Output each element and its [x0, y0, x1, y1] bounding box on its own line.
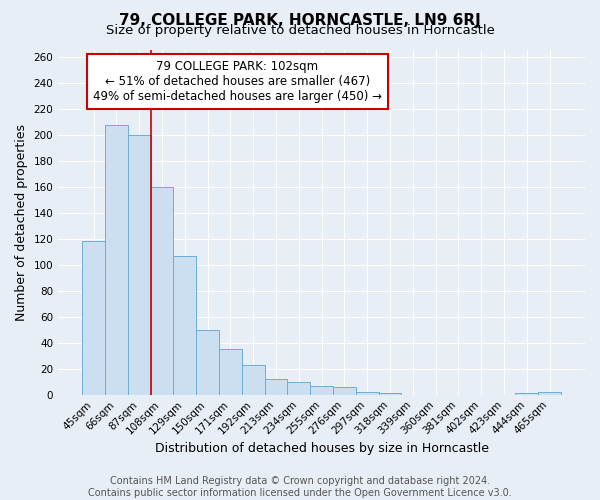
Bar	[242, 365, 265, 394]
Bar	[287, 382, 310, 394]
Bar	[265, 379, 287, 394]
Bar	[105, 126, 128, 394]
Bar	[82, 241, 105, 394]
Bar	[173, 256, 196, 394]
Text: Size of property relative to detached houses in Horncastle: Size of property relative to detached ho…	[106, 24, 494, 37]
Bar	[128, 134, 151, 394]
X-axis label: Distribution of detached houses by size in Horncastle: Distribution of detached houses by size …	[155, 442, 488, 455]
Text: 79 COLLEGE PARK: 102sqm
← 51% of detached houses are smaller (467)
49% of semi-d: 79 COLLEGE PARK: 102sqm ← 51% of detache…	[93, 60, 382, 104]
Bar	[219, 349, 242, 395]
Y-axis label: Number of detached properties: Number of detached properties	[15, 124, 28, 321]
Bar	[333, 387, 356, 394]
Bar	[151, 186, 173, 394]
Bar	[196, 330, 219, 394]
Bar	[310, 386, 333, 394]
Bar	[538, 392, 561, 394]
Text: 79, COLLEGE PARK, HORNCASTLE, LN9 6RJ: 79, COLLEGE PARK, HORNCASTLE, LN9 6RJ	[119, 12, 481, 28]
Text: Contains HM Land Registry data © Crown copyright and database right 2024.
Contai: Contains HM Land Registry data © Crown c…	[88, 476, 512, 498]
Bar	[356, 392, 379, 394]
